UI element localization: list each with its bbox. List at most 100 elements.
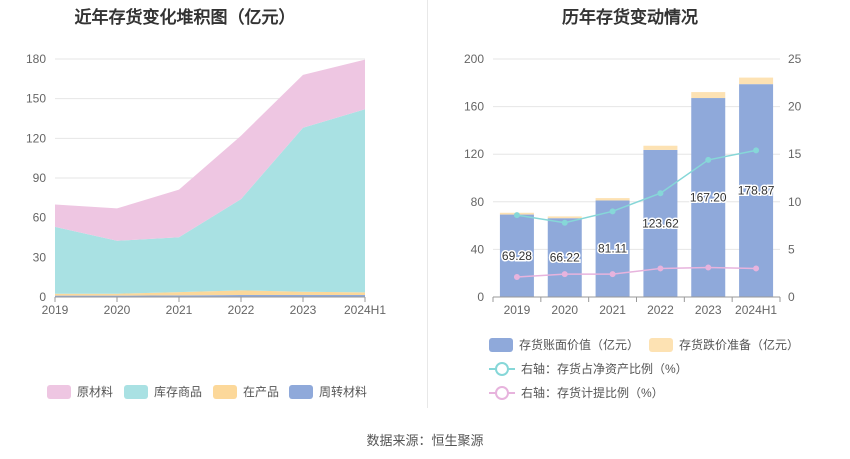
line-point-1 (561, 271, 568, 278)
right-x-tick-label: 2019 (504, 303, 531, 317)
left-y-tick-label: 60 (33, 211, 47, 225)
legend-swatch-impairment (649, 337, 673, 352)
legend-item-provision-ratio[interactable]: 右轴：存货计提比例（%） (489, 384, 664, 401)
data-source-note: 数据来源：恒生聚源 (366, 433, 484, 448)
left-y-tick-label: 120 (26, 131, 46, 145)
right-y2-tick-label: 25 (788, 52, 802, 66)
bar-1 (547, 216, 582, 219)
left-y-tick-label: 150 (26, 92, 46, 106)
legend-line-provision-ratio (489, 385, 515, 400)
bar-0 (643, 149, 678, 297)
legend-item-inventory-ratio[interactable]: 右轴：存货占净资产比例（%） (489, 360, 688, 377)
legend-swatch-wip (213, 384, 237, 399)
left-x-tick-label: 2022 (228, 303, 255, 317)
right-x-tick-label: 2024H1 (735, 303, 777, 317)
legend-swatch-raw-materials (47, 384, 71, 399)
legend-item-book-value[interactable]: 存货账面价值（亿元） (489, 336, 639, 353)
line-point-0 (705, 156, 712, 163)
line-point-0 (561, 219, 568, 226)
legend-swatch-finished-goods (124, 384, 148, 399)
right-y2-tick-label: 5 (788, 242, 795, 256)
legend-label-inventory-ratio: 右轴：存货占净资产比例（%） (521, 362, 688, 376)
bar-0 (739, 84, 774, 297)
left-x-tick-label: 2019 (42, 303, 69, 317)
right-y2-tick-label: 10 (788, 195, 802, 209)
area-series-1 (55, 290, 365, 296)
legend-label-provision-ratio: 右轴：存货计提比例（%） (521, 386, 664, 400)
legend-swatch-book-value (489, 337, 513, 352)
line-point-0 (513, 212, 520, 219)
right-y2-tick-label: 0 (788, 290, 795, 304)
right-x-tick-label: 2020 (551, 303, 578, 317)
left-chart-title: 近年存货变化堆积图（亿元） (74, 8, 296, 27)
bar-0 (595, 200, 630, 297)
right-y-tick-label: 40 (471, 242, 485, 256)
panel-divider (427, 0, 428, 408)
right-y-tick-label: 80 (471, 195, 485, 209)
right-chart-title: 历年存货变动情况 (562, 8, 698, 27)
legend-line-inventory-ratio (489, 361, 515, 376)
bar-data-label: 69.28 (502, 249, 532, 263)
right-x-tick-label: 2022 (647, 303, 674, 317)
right-x-tick-label: 2021 (599, 303, 626, 317)
bar-1 (643, 145, 678, 150)
right-y2-tick-label: 15 (788, 147, 802, 161)
legend-label-finished-goods: 库存商品 (154, 385, 203, 399)
right-y-tick-label: 160 (464, 100, 484, 114)
legend-item-finished-goods[interactable]: 库存商品 (124, 383, 202, 400)
left-y-tick-label: 180 (26, 52, 46, 66)
bar-data-label-halo: 66.22 (550, 251, 580, 265)
legend-label-impairment: 存货跌价准备（亿元） (679, 338, 800, 352)
left-x-tick-label: 2021 (166, 303, 193, 317)
left-y-tick-label: 90 (33, 171, 47, 185)
legend-label-wip: 在产品 (243, 385, 280, 399)
legend-item-wip[interactable]: 在产品 (213, 383, 279, 400)
bar-data-label-halo: 167.20 (690, 191, 727, 205)
bar-1 (595, 198, 630, 201)
left-y-tick-label: 0 (39, 290, 46, 304)
line-point-0 (657, 190, 664, 197)
bar-data-label-halo: 69.28 (502, 249, 532, 263)
bar-data-label-halo: 123.62 (642, 216, 679, 230)
bar-data-label: 167.20 (690, 191, 727, 205)
right-y-tick-label: 0 (477, 290, 484, 304)
left-x-tick-label: 2024H1 (344, 303, 386, 317)
area-series-3 (55, 59, 365, 241)
legend-swatch-turnover-materials (289, 384, 313, 399)
line-point-1 (705, 264, 712, 271)
left-y-tick-label: 30 (33, 250, 47, 264)
legend-item-raw-materials[interactable]: 原材料 (47, 383, 113, 400)
line-series-0 (516, 149, 757, 224)
bar-0 (691, 98, 726, 297)
line-point-1 (513, 274, 520, 281)
line-point-1 (609, 271, 616, 278)
line-series-1 (516, 266, 757, 278)
bar-1 (739, 77, 774, 85)
right-x-tick-label: 2023 (695, 303, 722, 317)
right-y2-tick-label: 20 (788, 100, 802, 114)
legend-label-book-value: 存货账面价值（亿元） (519, 338, 640, 352)
bar-0 (499, 214, 534, 297)
line-point-1 (657, 265, 664, 272)
left-x-tick-label: 2023 (290, 303, 317, 317)
bar-0 (547, 218, 582, 297)
bar-data-label: 178.87 (738, 184, 775, 198)
legend-item-impairment[interactable]: 存货跌价准备（亿元） (649, 336, 799, 353)
bar-data-label: 81.11 (598, 242, 627, 256)
legend-label-raw-materials: 原材料 (77, 385, 114, 399)
line-point-1 (753, 265, 760, 272)
bar-1 (691, 92, 726, 99)
right-y-tick-label: 120 (464, 147, 484, 161)
bar-data-label: 66.22 (550, 251, 580, 265)
area-series-2 (55, 109, 365, 294)
bar-data-label: 123.62 (642, 216, 679, 230)
bar-data-label-halo: 178.87 (738, 184, 775, 198)
legend-item-turnover-materials[interactable]: 周转材料 (289, 383, 367, 400)
line-point-0 (753, 147, 760, 154)
right-y-tick-label: 200 (464, 52, 484, 66)
bar-data-label-halo: 81.11 (598, 242, 627, 256)
line-point-0 (609, 208, 616, 215)
left-x-tick-label: 2020 (104, 303, 131, 317)
legend-label-turnover-materials: 周转材料 (319, 385, 368, 399)
